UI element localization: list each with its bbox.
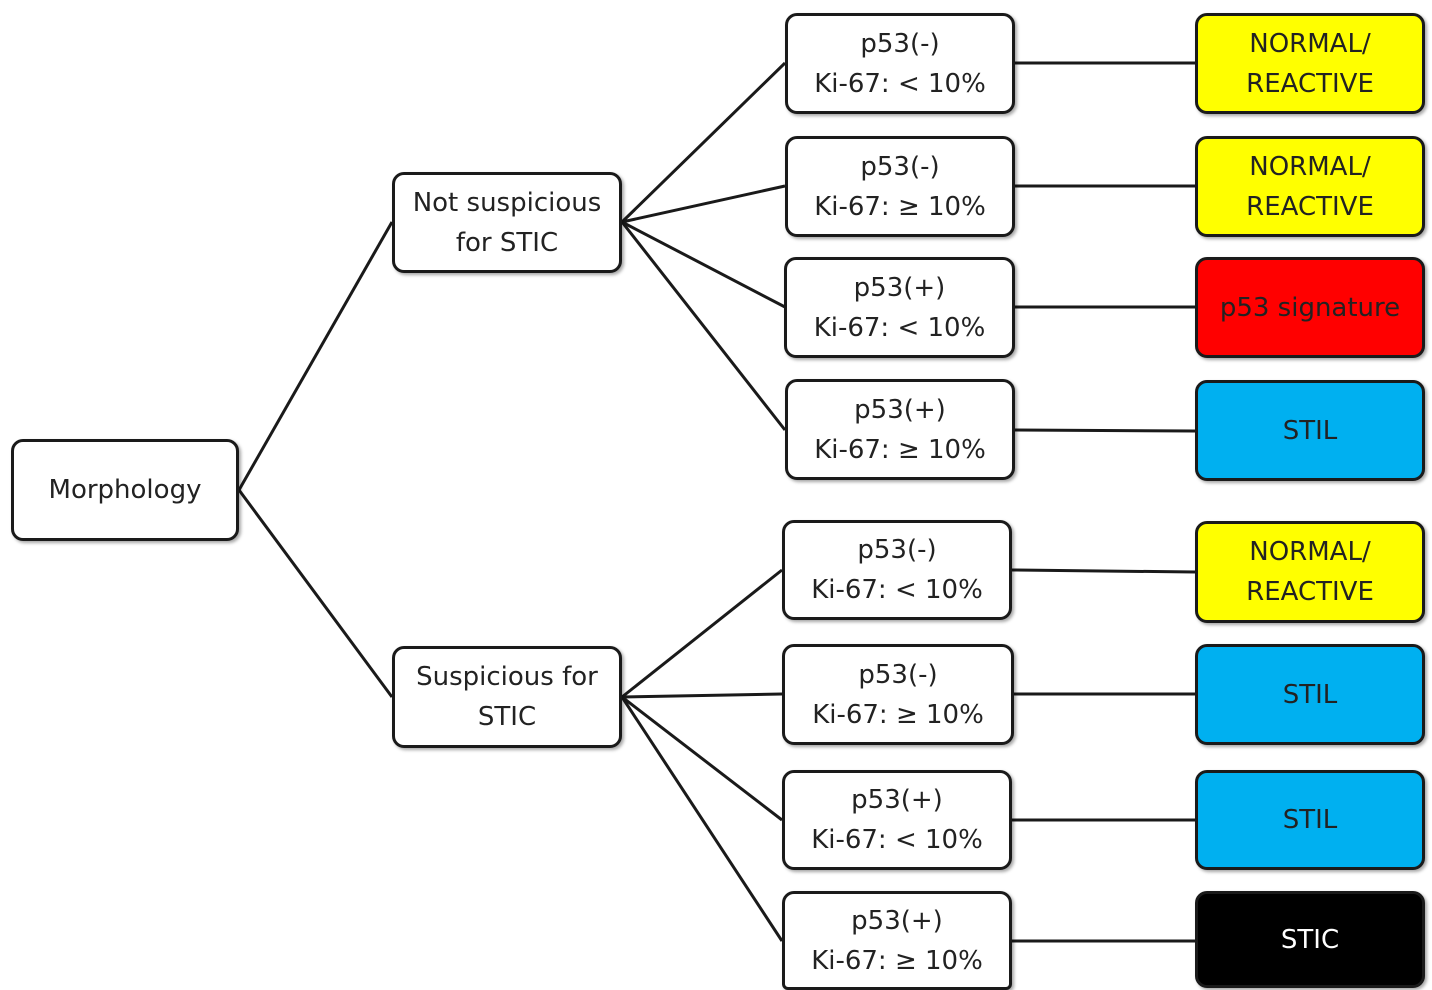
outcome-label-line: REACTIVE	[1246, 68, 1374, 99]
outcome-node: STIC	[1195, 891, 1425, 988]
test-node: p53(-) Ki-67: < 10%	[785, 13, 1015, 114]
p53-status: p53(-)	[860, 28, 940, 59]
ki67-status: Ki-67: ≥ 10%	[812, 699, 984, 730]
ki67-status: Ki-67: < 10%	[811, 575, 983, 605]
outcome-node: NORMAL/ REACTIVE	[1195, 136, 1425, 237]
outcome-label-line: REACTIVE	[1246, 577, 1374, 607]
branch-label-line: Suspicious for	[416, 662, 598, 692]
connector-not-suspicious-test-2	[621, 184, 786, 224]
p53-status: p53(+)	[851, 905, 943, 936]
outcome-label-line: REACTIVE	[1246, 191, 1374, 222]
outcome-node: STIL	[1195, 644, 1425, 745]
ki67-status: Ki-67: < 10%	[813, 312, 986, 343]
connector-not-suspicious-test-1	[620, 61, 787, 224]
connector-root-to-not-suspicious	[237, 221, 394, 491]
test-node: p53(-) Ki-67: ≥ 10%	[785, 136, 1015, 237]
outcome-node: NORMAL/ REACTIVE	[1195, 13, 1425, 114]
test-node: p53(-) Ki-67: < 10%	[782, 520, 1012, 620]
branch-label-line: Not suspicious	[412, 187, 602, 218]
connector-suspicious-test-2	[621, 692, 783, 699]
p53-status: p53(-)	[860, 151, 940, 182]
not-suspicious-node: Not suspicious for STIC	[392, 172, 622, 273]
morphology-node: Morphology	[11, 439, 239, 541]
connector-outcome-5	[1011, 568, 1196, 574]
ki67-status: Ki-67: ≥ 10%	[814, 434, 986, 465]
outcome-node: STIL	[1195, 380, 1425, 481]
suspicious-node: Suspicious for STIC	[392, 646, 622, 748]
connector-not-suspicious-test-3	[621, 220, 786, 309]
connector-outcome-4	[1014, 428, 1196, 433]
branch-label-line: STIC	[477, 702, 537, 732]
ki67-status: Ki-67: ≥ 10%	[811, 945, 983, 976]
test-node: p53(-) Ki-67: ≥ 10%	[782, 644, 1014, 745]
outcome-label-line: p53 signature	[1219, 292, 1401, 323]
connector-not-suspicious-test-4	[620, 221, 787, 431]
p53-status: p53(-)	[857, 535, 937, 565]
outcome-label-line: NORMAL/	[1249, 28, 1371, 59]
connector-suspicious-test-1	[621, 568, 783, 699]
outcome-label-line: NORMAL/	[1249, 151, 1371, 182]
p53-status: p53(+)	[851, 785, 943, 815]
connector-root-to-suspicious	[237, 489, 394, 698]
outcome-label-line: STIL	[1282, 415, 1338, 446]
outcome-node: STIL	[1195, 770, 1425, 870]
morphology-label: Morphology	[48, 475, 202, 505]
p53-status: p53(+)	[853, 272, 946, 303]
test-node: p53(+) Ki-67: ≥ 10%	[785, 379, 1015, 480]
outcome-node: p53 signature	[1195, 257, 1425, 358]
outcome-label-line: NORMAL/	[1249, 537, 1371, 567]
ki67-status: Ki-67: ≥ 10%	[814, 191, 986, 222]
p53-status: p53(-)	[858, 659, 938, 690]
outcome-label-line: STIC	[1280, 924, 1340, 955]
test-node: p53(+) Ki-67: < 10%	[784, 257, 1015, 358]
p53-status: p53(+)	[854, 394, 946, 425]
connector-suspicious-test-4	[620, 696, 784, 942]
ki67-status: Ki-67: < 10%	[814, 68, 986, 99]
outcome-label-line: STIL	[1282, 805, 1338, 835]
test-node: p53(+) Ki-67: < 10%	[782, 770, 1012, 870]
outcome-label-line: STIL	[1282, 679, 1338, 710]
branch-label-line: for STIC	[455, 227, 559, 258]
test-node: p53(+) Ki-67: ≥ 10%	[782, 891, 1012, 990]
connector-suspicious-test-3	[621, 695, 783, 822]
ki67-status: Ki-67: < 10%	[811, 825, 983, 855]
outcome-node: NORMAL/ REACTIVE	[1195, 521, 1425, 623]
